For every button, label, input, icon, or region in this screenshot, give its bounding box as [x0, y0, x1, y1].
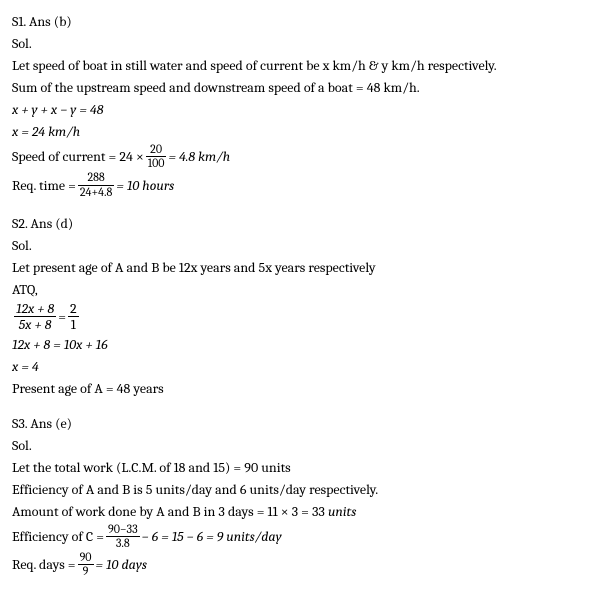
s3-line2: Efficiency of A and B is 5 units/day and…	[12, 479, 600, 500]
s3-sol-label: Sol.	[12, 435, 600, 456]
s2-fracR-den: 1	[68, 317, 79, 332]
s3-line4-post: − 6 = 15 − 6 = 9 units/day	[142, 526, 282, 547]
solution-s3: S3. Ans (e) Sol. Let the total work (L.C…	[12, 413, 600, 579]
s2-fracR-num: 2	[68, 301, 79, 317]
s3-line1: Let the total work (L.C.M. of 18 and 15)…	[12, 457, 600, 478]
s3-line5: Req. days = 90 9 = 10 days	[12, 551, 600, 578]
s1-frac1-num: 20	[146, 143, 167, 157]
s3-frac2-den: 9	[78, 565, 94, 578]
s2-sol-label: Sol.	[12, 235, 600, 256]
s1-header: S1. Ans (b)	[12, 11, 600, 32]
s2-eq-mid: =	[58, 306, 66, 327]
s2-eq1: 12x + 8 5x + 8 = 2 1	[12, 301, 600, 333]
s3-line5-post: = 10 days	[96, 554, 147, 575]
s1-line4-pre: Req. time =	[12, 175, 76, 196]
s3-line3: Amount of work done by A and B in 3 days…	[12, 501, 600, 522]
s3-header: S3. Ans (e)	[12, 413, 600, 434]
s1-frac2-num: 288	[78, 171, 114, 185]
s1-frac2-den: 24+4.8	[78, 186, 114, 199]
s1-line2: Sum of the upstream speed and downstream…	[12, 77, 600, 98]
s3-line3-text: Amount of work done by A and B in 3 days…	[12, 503, 356, 520]
s1-sol-label: Sol.	[12, 33, 600, 54]
s1-frac1-den: 100	[146, 157, 167, 170]
s1-line3-post: = 4.8 km/h	[168, 146, 230, 167]
s3-frac2: 90 9	[78, 551, 94, 578]
s1-line1: Let speed of boat in still water and spe…	[12, 55, 600, 76]
s2-line2: ATQ,	[12, 279, 600, 300]
s1-line4-post: = 10 hours	[116, 175, 174, 196]
s2-header: S2. Ans (d)	[12, 213, 600, 234]
solution-s2: S2. Ans (d) Sol. Let present age of A an…	[12, 213, 600, 399]
s1-eq1: x + y + x − y = 48	[12, 99, 600, 120]
s3-frac1-den: 3.8	[106, 537, 140, 550]
s3-line4-pre: Efficiency of C =	[12, 526, 104, 547]
s2-frac-right: 2 1	[68, 301, 79, 333]
s2-eq2: 12x + 8 = 10x + 16	[12, 334, 600, 355]
s3-frac1: 90−33 3.8	[106, 523, 140, 550]
s3-line5-pre: Req. days =	[12, 554, 76, 575]
s2-fracL-num: 12x + 8	[14, 301, 56, 317]
s2-frac-left: 12x + 8 5x + 8	[14, 301, 56, 333]
s2-fracL-den: 5x + 8	[14, 317, 56, 332]
s2-line1: Let present age of A and B be 12x years …	[12, 257, 600, 278]
s1-eq2: x = 24 km/h	[12, 121, 600, 142]
s3-line4: Efficiency of C = 90−33 3.8 − 6 = 15 − 6…	[12, 523, 600, 550]
s1-frac2: 288 24+4.8	[78, 171, 114, 198]
solution-s1: S1. Ans (b) Sol. Let speed of boat in st…	[12, 11, 600, 199]
s1-frac1: 20 100	[146, 143, 167, 170]
s2-line3: Present age of A = 48 years	[12, 378, 600, 399]
s1-line4: Req. time = 288 24+4.8 = 10 hours	[12, 171, 600, 198]
s3-frac2-num: 90	[78, 551, 94, 565]
s3-frac1-num: 90−33	[106, 523, 140, 537]
s2-eq3: x = 4	[12, 356, 600, 377]
s1-line3: Speed of current = 24 × 20 100 = 4.8 km/…	[12, 143, 600, 170]
s1-line3-pre: Speed of current = 24 ×	[12, 146, 144, 167]
